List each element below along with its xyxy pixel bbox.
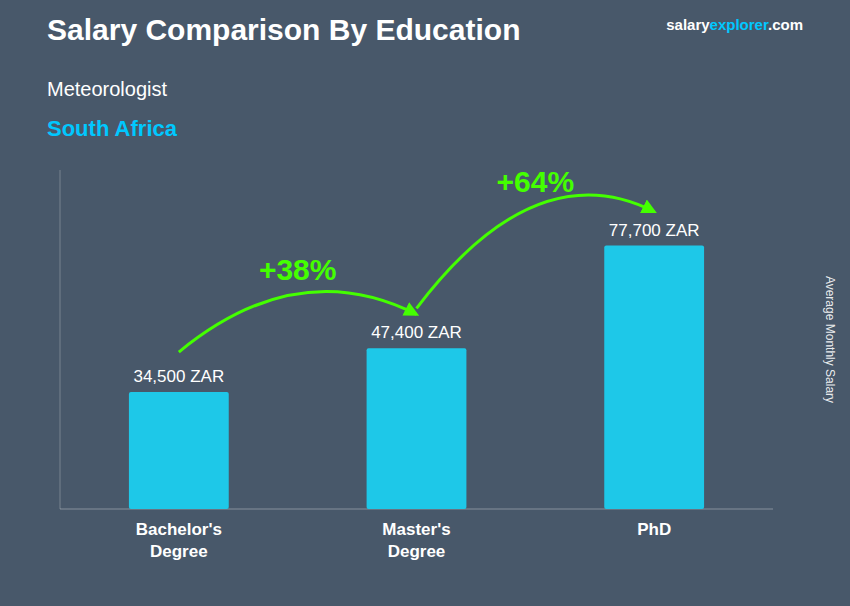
website-part: .com — [768, 16, 803, 33]
x-tick-label-line: Bachelor's — [136, 520, 222, 539]
change-label: +64% — [497, 165, 575, 198]
chart: Salary Comparison By Education Meteorolog… — [0, 0, 850, 606]
website-part: explorer — [710, 16, 769, 33]
bars — [129, 246, 704, 509]
bar — [604, 246, 704, 509]
website-part: salary — [666, 16, 710, 33]
country: South Africa — [47, 116, 178, 141]
x-tick-label-line: PhD — [637, 520, 671, 539]
y-axis-label: Average Monthly Salary — [823, 276, 837, 403]
x-tick-label: Master's Degree — [382, 520, 450, 561]
value-label: 47,400 ZAR — [371, 323, 462, 342]
bar — [367, 348, 467, 509]
background — [0, 0, 850, 606]
x-tick-label-line: Degree — [388, 542, 446, 561]
y-axis-line — [60, 170, 61, 509]
change-label: +38% — [259, 253, 337, 286]
x-tick-label: Bachelor's Degree — [136, 520, 222, 561]
change-arrow — [417, 195, 655, 308]
website: salaryexplorer.com — [666, 16, 803, 33]
x-tick-label-line: Degree — [150, 542, 208, 561]
bar — [129, 392, 229, 509]
change-arrow — [179, 291, 417, 352]
subtitle: Meteorologist — [47, 78, 168, 100]
x-tick-label: PhD — [637, 520, 671, 539]
title: Salary Comparison By Education — [47, 13, 520, 46]
value-label: 77,700 ZAR — [609, 221, 700, 240]
x-tick-label-line: Master's — [382, 520, 450, 539]
value-label: 34,500 ZAR — [133, 367, 224, 386]
